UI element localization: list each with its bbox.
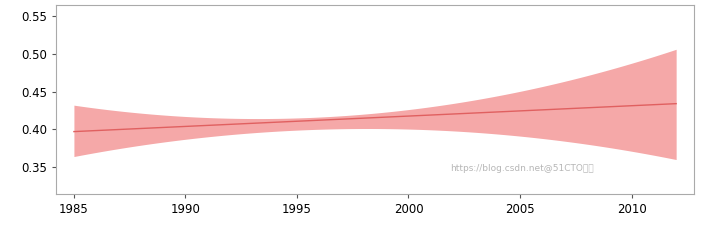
Text: https://blog.csdn.net@51CTO博客: https://blog.csdn.net@51CTO博客: [450, 164, 594, 173]
